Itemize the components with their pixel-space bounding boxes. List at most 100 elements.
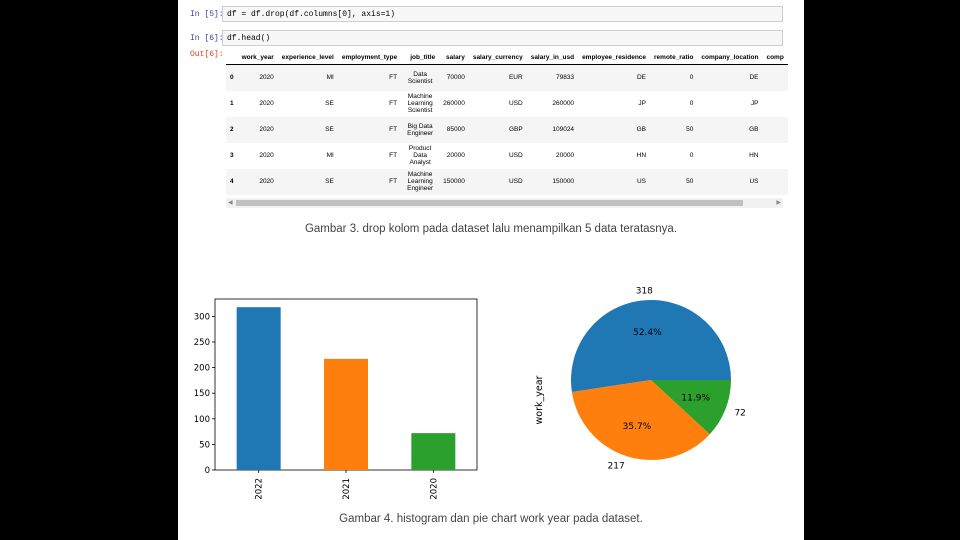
table-cell: 109024 xyxy=(552,126,575,133)
horizontal-scrollbar[interactable]: ◀ ▶ xyxy=(226,198,783,208)
table-cell: US xyxy=(749,178,759,185)
output-prompt: Out[6]: xyxy=(190,50,224,59)
figure-caption-3: Gambar 3. drop kolom pada dataset lalu m… xyxy=(304,223,678,235)
table-cell: FT xyxy=(389,152,398,159)
column-header: company_location xyxy=(697,50,763,65)
table-cell: US xyxy=(636,178,647,185)
row-index: 2 xyxy=(230,126,234,133)
column-header: employment_type xyxy=(337,50,402,65)
pie-slice-318 xyxy=(571,299,731,392)
table-cell: FT xyxy=(389,100,398,107)
bar-2022 xyxy=(236,307,281,470)
scroll-right-icon[interactable]: ▶ xyxy=(776,200,781,206)
table-cell: USD xyxy=(508,178,523,185)
y-tick-label: 150 xyxy=(194,389,210,399)
y-tick-label: 50 xyxy=(199,440,210,450)
table-cell: USD xyxy=(508,152,523,159)
column-header: job_title xyxy=(401,50,440,65)
row-index: 3 xyxy=(230,152,234,159)
column-header: comp xyxy=(762,50,788,65)
table-cell: GB xyxy=(636,126,647,133)
column-header: remote_ratio xyxy=(650,50,698,65)
bar-2021 xyxy=(324,358,368,470)
table-cell: FT xyxy=(389,74,398,82)
table-cell: 2020 xyxy=(259,178,274,185)
table-cell: 150000 xyxy=(443,178,465,185)
table-cell: 260000 xyxy=(443,100,465,107)
bar-2020 xyxy=(411,433,456,470)
column-header: salary xyxy=(439,50,469,65)
pie-percent-label: 52.4% xyxy=(633,328,662,338)
table-cell: 20000 xyxy=(555,152,575,159)
row-index: 0 xyxy=(230,74,234,82)
table-cell: 0 xyxy=(689,74,694,82)
x-tick-label: 2021 xyxy=(342,478,352,500)
document-page: In [5]: df = df.drop(df.columns[0], axis… xyxy=(178,0,804,540)
table-cell: 0 xyxy=(689,100,694,107)
cell-prompt: In [5]: xyxy=(190,10,224,19)
column-header: salary_in_usd xyxy=(526,50,579,65)
x-tick-label: 2020 xyxy=(429,478,439,500)
pie-label: 72 xyxy=(734,409,745,419)
row-index: 1 xyxy=(230,100,234,107)
table-cell: 150000 xyxy=(552,178,575,185)
charts: 0 50 100 150 200 250 300 2022 2021 2020 318 52.4% 21… xyxy=(194,287,746,500)
column-header: salary_currency xyxy=(468,50,527,65)
table-cell: FT xyxy=(389,178,398,185)
pie-label: 217 xyxy=(608,462,625,472)
y-tick-label: 0 xyxy=(205,466,210,476)
pie-label: 318 xyxy=(636,287,653,297)
column-header: experience_level xyxy=(277,50,338,65)
table-cell: Product Data Analyst xyxy=(408,145,432,166)
table-row: 1 2020 SE FT Machine Learning Scientist 26000… xyxy=(226,91,788,117)
y-tick-label: 250 xyxy=(194,338,210,348)
pie-percent-label: 11.9% xyxy=(681,393,710,403)
table-cell: 2020 xyxy=(259,74,274,82)
table-cell: DE xyxy=(636,74,647,82)
table-cell: SE xyxy=(325,178,334,185)
table-cell: 20000 xyxy=(446,152,465,159)
table-cell: Big Data Engineer xyxy=(407,122,434,137)
table-cell: HN xyxy=(636,152,647,159)
table-cell: DE xyxy=(749,74,759,82)
table-cell: 50 xyxy=(686,178,694,185)
y-tick-label: 200 xyxy=(194,364,210,374)
code-cell[interactable]: df.head() xyxy=(222,30,783,46)
table-cell: 2020 xyxy=(259,126,274,133)
scroll-left-icon[interactable]: ◀ xyxy=(228,200,233,206)
column-header: employee_residence xyxy=(578,50,651,65)
x-tick-label: 2022 xyxy=(255,478,265,500)
table-row: 0 2020 MI FT Data Scientist 70000 EUR 79833 DE 0 D… xyxy=(226,64,788,91)
table-cell: HN xyxy=(749,152,759,159)
table-cell: JP xyxy=(638,100,647,107)
table-cell: 85000 xyxy=(446,126,465,133)
cell-prompt: In [6]: xyxy=(190,34,224,43)
table-cell: USD xyxy=(508,100,523,107)
table-cell: 2020 xyxy=(259,152,274,159)
table-cell: MI xyxy=(326,74,334,82)
table-cell: 50 xyxy=(686,126,694,133)
table-cell: Machine Learning Engineer xyxy=(407,171,434,192)
code-cell[interactable]: df = df.drop(df.columns[0], axis=1) xyxy=(222,6,783,22)
table-cell: SE xyxy=(325,100,334,107)
table-cell: Data Scientist xyxy=(407,70,433,85)
table-row: 3 2020 MI FT Product Data Analyst 20000 USD 200… xyxy=(226,143,788,169)
table-cell: GB xyxy=(749,126,759,133)
table-cell: 79833 xyxy=(555,74,575,82)
pie-slice-217 xyxy=(571,380,710,460)
table-cell: Machine Learning Scientist xyxy=(407,93,433,114)
table-cell: MI xyxy=(326,152,334,159)
table-cell: GBP xyxy=(508,126,523,133)
table-cell: 0 xyxy=(689,152,694,159)
y-tick-label: 100 xyxy=(194,415,210,425)
pie-ylabel: work_year xyxy=(534,375,545,424)
table-cell: 70000 xyxy=(446,74,465,82)
dataframe-table: work_year experience_level employment_type… xyxy=(226,50,788,195)
column-header xyxy=(226,50,238,65)
table-cell: JP xyxy=(750,100,759,107)
row-index: 4 xyxy=(230,178,234,185)
pie-slice-72 xyxy=(651,380,731,435)
scrollbar-thumb[interactable] xyxy=(236,200,743,206)
table-cell: 2020 xyxy=(259,100,274,107)
column-header: work_year xyxy=(237,50,278,65)
